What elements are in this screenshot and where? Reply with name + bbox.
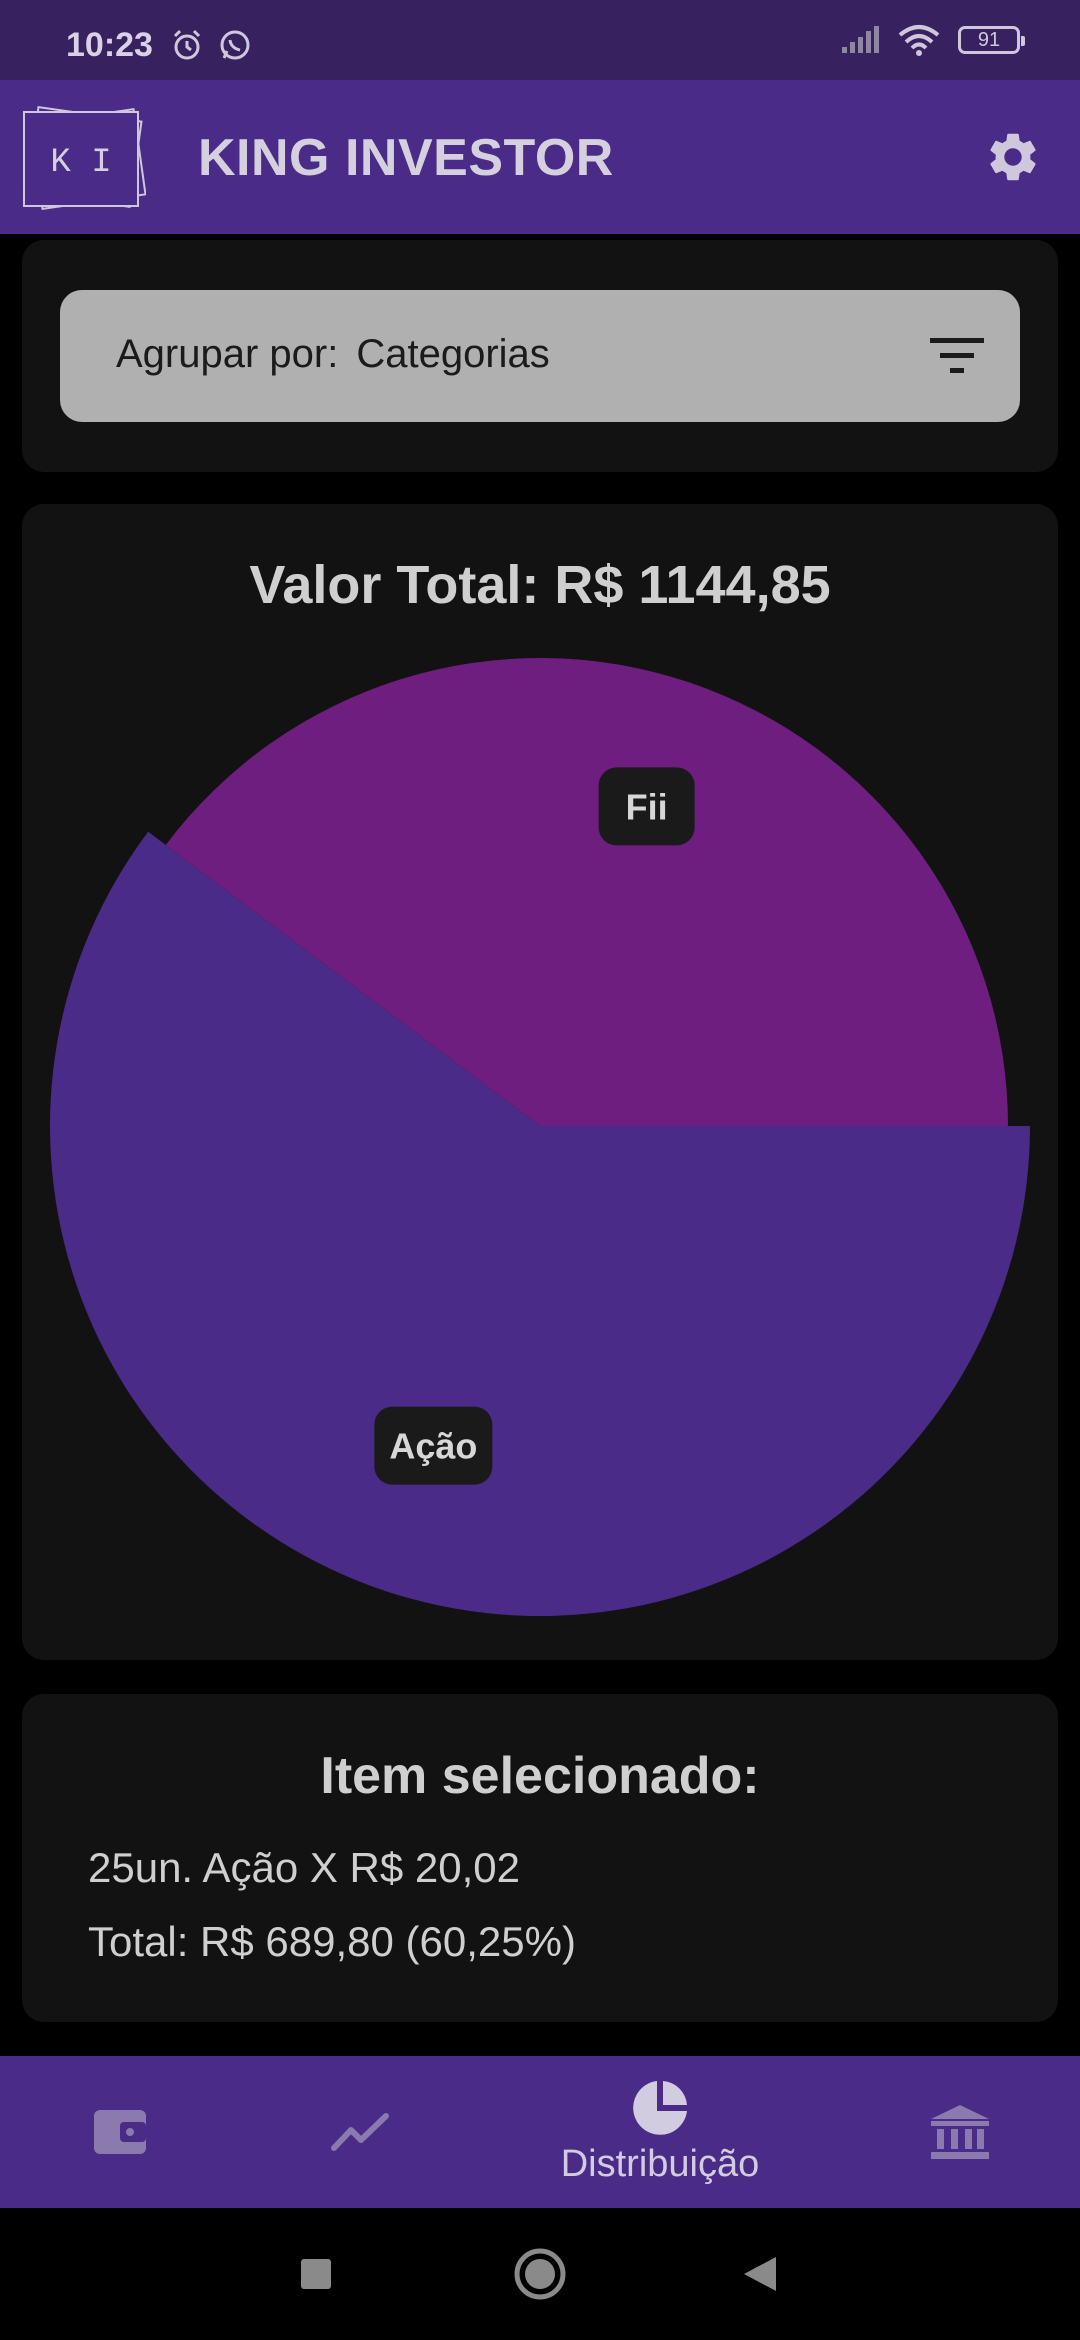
pie-chart[interactable]: Ação Fii (22, 504, 1058, 1660)
app-bar: K I KING INVESTOR (0, 80, 1080, 234)
whatsapp-icon (220, 30, 250, 60)
app-title: KING INVESTOR (198, 129, 614, 187)
selected-item-total: Total: R$ 689,80 (60,25%) (88, 1918, 576, 1965)
square-icon (301, 2259, 331, 2289)
group-by-value: Categorias (356, 332, 550, 376)
app-logo: K I (23, 106, 146, 210)
status-notification-icons (170, 28, 252, 62)
back-triangle-icon (744, 2257, 776, 2291)
recents-button[interactable] (286, 2244, 346, 2304)
selected-item-card: Item selecionado: 25un. Ação X R$ 20,02 … (22, 1694, 1058, 2022)
group-by-selector[interactable]: Agrupar por: Categorias (60, 290, 1020, 422)
group-by-text: Agrupar por: Categorias (116, 332, 550, 377)
system-navigation (0, 2208, 1080, 2340)
selected-item-title: Item selecionado: (320, 1747, 760, 1805)
selected-item-quantity: 25un. Ação X R$ 20,02 (88, 1844, 520, 1891)
wallet-icon (94, 2110, 146, 2154)
status-bar: 10:23 (0, 0, 1080, 80)
nav-item-wallet[interactable] (60, 2056, 180, 2208)
pie-label-fii: Fii (598, 767, 695, 846)
trending-icon (331, 2113, 389, 2151)
gear-icon (990, 133, 1036, 181)
status-system-icons: 91 (840, 24, 1025, 56)
svg-text:K I: K I (50, 144, 111, 182)
battery-icon: 91 (958, 26, 1025, 54)
back-button[interactable] (730, 2244, 790, 2304)
status-time: 10:23 (66, 26, 153, 64)
nav-label-distribution: Distribuição (560, 2142, 760, 2185)
nav-item-distribution[interactable]: Distribuição (520, 2056, 800, 2208)
wifi-icon (898, 25, 940, 56)
group-by-card: Agrupar por: Categorias (22, 240, 1058, 472)
signal-icon (842, 26, 879, 53)
pie-slice-fii[interactable] (165, 658, 1009, 1126)
filter-icon[interactable] (928, 334, 986, 378)
nav-item-trending[interactable] (300, 2056, 420, 2208)
circle-icon (514, 2248, 566, 2300)
bank-icon (931, 2105, 989, 2159)
svg-text:Fii: Fii (626, 786, 668, 827)
pie-slice-ação[interactable] (49, 831, 1030, 1616)
nav-item-bank[interactable] (900, 2056, 1020, 2208)
alarm-icon (173, 29, 201, 60)
bottom-navigation: Distribuição (0, 2056, 1080, 2208)
group-by-label: Agrupar por: (116, 332, 339, 376)
pie-label-ação: Ação (374, 1406, 493, 1485)
home-button[interactable] (510, 2244, 570, 2304)
svg-text:Ação: Ação (389, 1426, 477, 1467)
total-value-title: Valor Total: R$ 1144,85 (249, 555, 831, 615)
distribution-chart-card: Valor Total: R$ 1144,85 Ação Fii (22, 504, 1058, 1660)
settings-button[interactable] (978, 122, 1048, 192)
pie-chart-icon (633, 2080, 687, 2135)
battery-level: 91 (977, 28, 1001, 51)
